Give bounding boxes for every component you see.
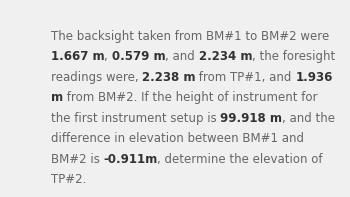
- Text: 2.238 m: 2.238 m: [142, 71, 195, 84]
- Text: The backsight taken from BM#1 to BM#2 were: The backsight taken from BM#1 to BM#2 we…: [50, 30, 329, 43]
- Text: 99.918 m: 99.918 m: [220, 112, 282, 125]
- Text: 0.579 m: 0.579 m: [112, 50, 165, 63]
- Text: , determine the elevation of: , determine the elevation of: [158, 153, 323, 165]
- Text: , and the: , and the: [282, 112, 335, 125]
- Text: from TP#1, and: from TP#1, and: [195, 71, 295, 84]
- Text: 1.667 m: 1.667 m: [50, 50, 104, 63]
- Text: -0.911m: -0.911m: [103, 153, 158, 165]
- Text: m: m: [50, 91, 63, 104]
- Text: , the foresight: , the foresight: [252, 50, 336, 63]
- Text: BM#2 is: BM#2 is: [50, 153, 103, 165]
- Text: difference in elevation between BM#1 and: difference in elevation between BM#1 and: [50, 132, 303, 145]
- Text: readings were,: readings were,: [50, 71, 142, 84]
- Text: TP#2.: TP#2.: [50, 173, 86, 186]
- Text: ,: ,: [104, 50, 112, 63]
- Text: from BM#2. If the height of instrument for: from BM#2. If the height of instrument f…: [63, 91, 317, 104]
- Text: the first instrument setup is: the first instrument setup is: [50, 112, 220, 125]
- Text: , and: , and: [165, 50, 199, 63]
- Text: 2.234 m: 2.234 m: [199, 50, 252, 63]
- Text: 1.936: 1.936: [295, 71, 333, 84]
